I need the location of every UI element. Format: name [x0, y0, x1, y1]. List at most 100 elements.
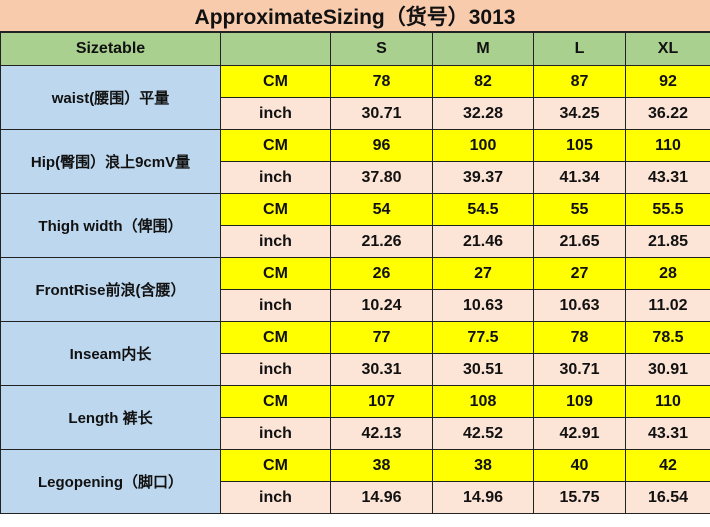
table-row-inch: inch 42.13 42.52 42.91 43.31	[1, 417, 710, 450]
header-unit	[220, 32, 331, 66]
size-value: 43.31	[625, 417, 710, 450]
size-value: 55	[533, 193, 626, 226]
size-value: 10.63	[432, 289, 534, 322]
size-value: 37.80	[330, 161, 433, 194]
header-size-l: L	[533, 32, 626, 66]
size-value: 109	[533, 385, 626, 418]
unit-label: inch	[220, 481, 331, 514]
size-value: 14.96	[330, 481, 433, 514]
size-value: 54	[330, 193, 433, 226]
size-value: 21.85	[625, 225, 710, 258]
size-value: 15.75	[533, 481, 626, 514]
size-value: 42	[625, 449, 710, 482]
header-size-s: S	[330, 32, 433, 66]
unit-label: CM	[220, 449, 331, 482]
size-value: 77.5	[432, 321, 534, 354]
size-value: 82	[432, 65, 534, 98]
unit-label: inch	[220, 161, 331, 194]
size-value: 28	[625, 257, 710, 290]
table-row-cm: Thigh width（俾围） CM 54 54.5 55 55.5	[0, 193, 710, 258]
table-row-inch: inch 10.24 10.63 10.63 11.02	[1, 289, 710, 322]
size-value: 21.65	[533, 225, 626, 258]
size-value: 30.71	[533, 353, 626, 386]
table-row-cm: Length 裤长 CM 107 108 109 110	[0, 385, 710, 450]
table-row-cm: waist(腰围）平量 CM 78 82 87 92	[0, 65, 710, 130]
unit-label: inch	[220, 97, 331, 130]
size-value: 39.37	[432, 161, 534, 194]
size-value: 110	[625, 385, 710, 418]
size-value: 42.13	[330, 417, 433, 450]
size-value: 34.25	[533, 97, 626, 130]
unit-label: CM	[220, 321, 331, 354]
header-size-m: M	[432, 32, 534, 66]
size-value: 14.96	[432, 481, 534, 514]
size-value: 108	[432, 385, 534, 418]
table-row-inch: inch 37.80 39.37 41.34 43.31	[1, 161, 710, 194]
size-value: 42.91	[533, 417, 626, 450]
size-value: 110	[625, 129, 710, 162]
size-value: 87	[533, 65, 626, 98]
size-value: 26	[330, 257, 433, 290]
unit-label: inch	[220, 417, 331, 450]
size-value: 27	[533, 257, 626, 290]
unit-label: CM	[220, 257, 331, 290]
measurement-label: FrontRise前浪(含腰）	[0, 257, 221, 322]
size-value: 77	[330, 321, 433, 354]
unit-label: CM	[220, 129, 331, 162]
unit-label: CM	[220, 193, 331, 226]
table-row-cm: Hip(臀围）浪上9cmV量 CM 96 100 105 110	[0, 129, 710, 194]
size-value: 36.22	[625, 97, 710, 130]
unit-label: inch	[220, 289, 331, 322]
size-value: 10.24	[330, 289, 433, 322]
size-value: 30.31	[330, 353, 433, 386]
table-row-inch: inch 30.71 32.28 34.25 36.22	[1, 97, 710, 130]
size-value: 21.26	[330, 225, 433, 258]
size-value: 16.54	[625, 481, 710, 514]
size-value: 78.5	[625, 321, 710, 354]
header-size-xl: XL	[625, 32, 710, 66]
unit-label: inch	[220, 225, 331, 258]
measurement-label: waist(腰围）平量	[0, 65, 221, 130]
measurement-label: Hip(臀围）浪上9cmV量	[0, 129, 221, 194]
size-value: 32.28	[432, 97, 534, 130]
table-row-cm: FrontRise前浪(含腰） CM 26 27 27 28	[0, 257, 710, 322]
size-value: 55.5	[625, 193, 710, 226]
header-row: Sizetable S M L XL	[0, 32, 710, 66]
size-value: 96	[330, 129, 433, 162]
size-value: 21.46	[432, 225, 534, 258]
size-value: 40	[533, 449, 626, 482]
unit-label: CM	[220, 65, 331, 98]
unit-label: CM	[220, 385, 331, 418]
size-value: 54.5	[432, 193, 534, 226]
size-value: 43.31	[625, 161, 710, 194]
size-value: 42.52	[432, 417, 534, 450]
table-title: ApproximateSizing（货号）3013	[0, 0, 710, 32]
measurement-label: Length 裤长	[0, 385, 221, 450]
size-value: 78	[533, 321, 626, 354]
size-value: 30.91	[625, 353, 710, 386]
size-value: 38	[432, 449, 534, 482]
size-value: 100	[432, 129, 534, 162]
table-row-cm: Inseam内长 CM 77 77.5 78 78.5	[0, 321, 710, 386]
table-row-inch: inch 21.26 21.46 21.65 21.85	[1, 225, 710, 258]
size-value: 92	[625, 65, 710, 98]
header-label: Sizetable	[0, 32, 221, 66]
table-row-inch: inch 30.31 30.51 30.71 30.91	[1, 353, 710, 386]
size-table: Sizetable S M L XL waist(腰围）平量 CM 78 82 87 92…	[0, 32, 710, 514]
size-value: 27	[432, 257, 534, 290]
size-value: 30.71	[330, 97, 433, 130]
size-value: 105	[533, 129, 626, 162]
size-value: 38	[330, 449, 433, 482]
size-value: 41.34	[533, 161, 626, 194]
size-value: 107	[330, 385, 433, 418]
measurement-label: Inseam内长	[0, 321, 221, 386]
table-row-inch: inch 14.96 14.96 15.75 16.54	[1, 481, 710, 514]
size-value: 11.02	[625, 289, 710, 322]
table-row-cm: Legopening（脚口） CM 38 38 40 42	[0, 449, 710, 514]
measurement-label: Thigh width（俾围）	[0, 193, 221, 258]
size-value: 78	[330, 65, 433, 98]
size-value: 10.63	[533, 289, 626, 322]
measurement-label: Legopening（脚口）	[0, 449, 221, 514]
size-value: 30.51	[432, 353, 534, 386]
unit-label: inch	[220, 353, 331, 386]
